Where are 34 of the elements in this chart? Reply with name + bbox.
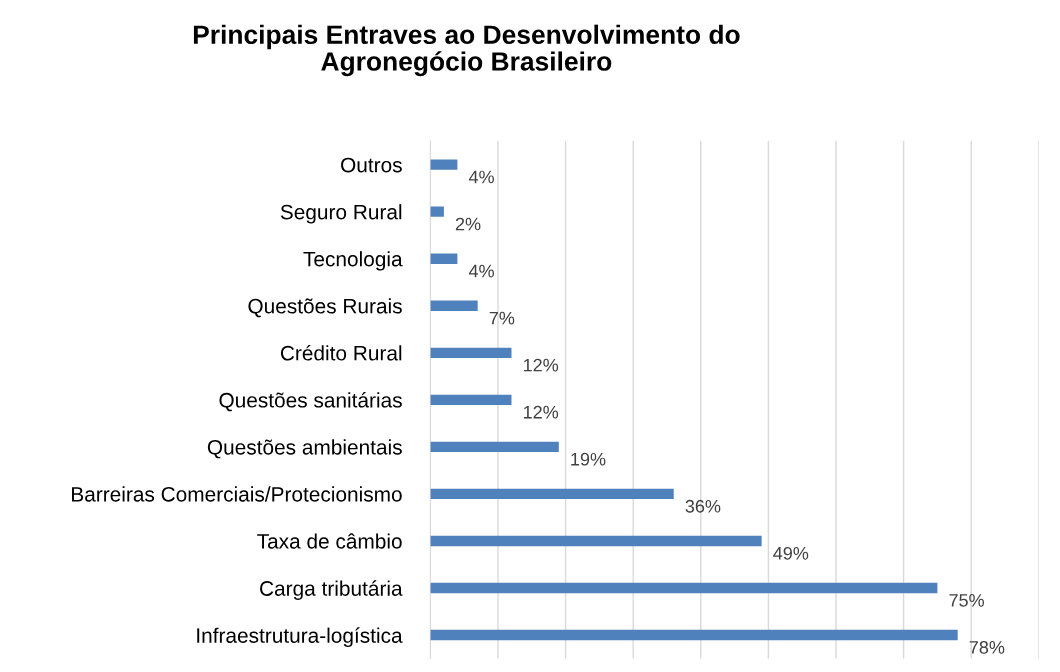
- data-label: 12%: [523, 405, 559, 419]
- y-tick-label: Outros: [341, 157, 402, 173]
- y-tick-label: Questões ambientais: [207, 439, 402, 459]
- bar: [430, 159, 458, 170]
- data-label: 36%: [685, 499, 721, 513]
- bar: [430, 488, 674, 500]
- y-tick-label: Questões Rurais: [248, 298, 402, 318]
- bar: [430, 629, 958, 641]
- data-label: 12%: [523, 358, 559, 372]
- bar: [430, 394, 512, 406]
- data-label: 75%: [949, 594, 984, 607]
- bar: [430, 535, 762, 547]
- y-tick-label: Tecnologia: [303, 251, 403, 271]
- y-tick-label: Taxa de câmbio: [257, 533, 402, 549]
- data-label: 4%: [468, 170, 494, 184]
- bar: [430, 300, 478, 311]
- y-tick-label: Crédito Rural: [280, 345, 402, 361]
- y-tick-label: Questões sanitárias: [219, 392, 402, 412]
- data-label: 2%: [455, 217, 481, 231]
- y-tick-label: Infraestrutura-logística: [197, 627, 403, 648]
- bar: [430, 253, 458, 264]
- bar: [430, 206, 444, 217]
- data-label: 49%: [773, 546, 809, 560]
- data-label: 7%: [489, 311, 515, 325]
- chart-title: Principais Entraves ao Desenvolvimento do Agronegócio Brasileiro: [193, 24, 740, 77]
- data-label: 19%: [571, 452, 606, 466]
- y-tick-label: Carga tributária: [260, 580, 403, 600]
- y-tick-label: Barreiras Comerciais/Protecionismo: [72, 486, 402, 502]
- bar: [430, 582, 938, 594]
- data-label: 4%: [468, 264, 494, 278]
- y-tick-label: Seguro Rural: [280, 204, 402, 224]
- data-label: 78%: [969, 640, 1005, 654]
- bar: [430, 441, 559, 453]
- bar: [430, 347, 512, 358]
